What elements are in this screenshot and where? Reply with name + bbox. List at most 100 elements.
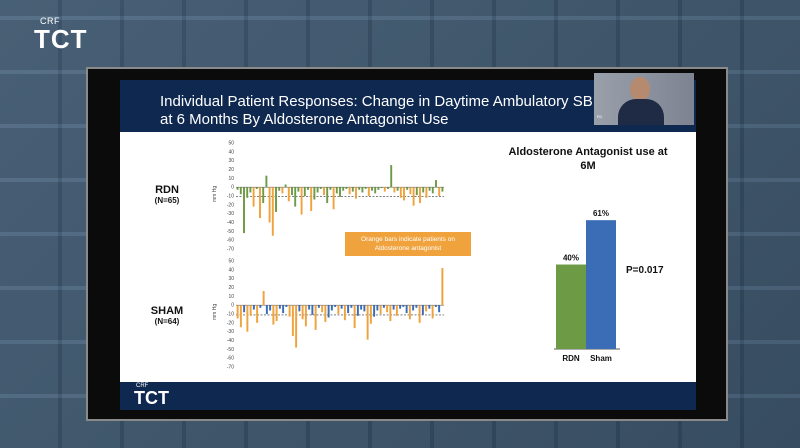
rdn-bar: [297, 187, 300, 192]
aldosterone-bar-rdn: [556, 264, 586, 349]
sham-bar: [366, 305, 369, 340]
rdn-bar: [339, 187, 341, 197]
rdn-tick-label: 10: [228, 176, 234, 182]
sham-bar: [246, 305, 249, 332]
sham-label: SHAM: [150, 305, 184, 317]
sham-bar: [275, 305, 278, 322]
rdn-tick-label: 0: [231, 185, 234, 191]
rdn-bar: [255, 187, 258, 189]
rdn-bar: [294, 187, 297, 207]
sham-bar: [265, 305, 268, 314]
sham-bar: [239, 305, 242, 328]
rdn-bar: [361, 187, 364, 193]
rdn-bar: [415, 187, 418, 196]
sham-group-label: SHAM (N=64): [140, 305, 194, 326]
rdn-tick-label: -30: [227, 211, 234, 217]
rdn-tick-label: -60: [227, 238, 234, 244]
sham-bar: [295, 305, 298, 348]
sham-bar: [408, 305, 411, 320]
sham-tick-label: -40: [227, 338, 234, 344]
rdn-bar: [367, 187, 370, 196]
rdn-unit-label: mm Hg: [212, 185, 218, 202]
rdn-bar: [348, 187, 351, 195]
rdn-bar: [431, 187, 434, 194]
sham-tick-label: -60: [227, 356, 234, 362]
sham-bar: [269, 305, 272, 311]
crf-label: CRF: [40, 16, 60, 26]
rdn-bar: [371, 187, 373, 191]
sham-bar: [301, 305, 304, 320]
rdn-tick-label: 20: [228, 167, 234, 173]
rdn-bar: [441, 187, 444, 192]
aldosterone-category-label: Sham: [590, 354, 612, 363]
rdn-bar: [428, 187, 431, 191]
sham-bar: [321, 305, 324, 313]
rdn-bar: [259, 187, 261, 219]
rdn-bar: [422, 187, 425, 193]
sham-n: (N=64): [154, 317, 180, 326]
sham-bar: [434, 305, 437, 307]
sham-bar: [291, 305, 294, 337]
sham-bar: [405, 305, 408, 314]
rdn-bar: [236, 187, 239, 190]
sham-bar: [243, 305, 246, 313]
sham-tick-label: -50: [227, 347, 234, 353]
sham-bar: [236, 305, 239, 319]
sham-bar: [285, 305, 288, 307]
sham-bar: [317, 305, 320, 308]
rdn-bar: [326, 187, 329, 204]
rdn-bar: [390, 165, 393, 188]
slide-footer: CRF TCT: [120, 382, 696, 410]
sham-bar: [308, 305, 311, 310]
rdn-bar: [287, 187, 290, 202]
sham-bar: [363, 305, 366, 312]
sham-bar: [350, 305, 353, 308]
aldosterone-bar-chart: 40% RDN 61% Sham: [554, 209, 620, 363]
sham-bar: [343, 305, 346, 321]
rdn-tick-label: -40: [227, 220, 234, 226]
rdn-bar: [262, 187, 265, 204]
rdn-bar: [303, 187, 306, 196]
sham-bar: [311, 305, 314, 315]
rdn-bar: [284, 184, 287, 188]
sham-tick-label: 10: [228, 294, 234, 300]
rdn-bar: [377, 187, 380, 190]
sham-bar: [379, 305, 382, 314]
sham-bar: [282, 305, 285, 314]
footer-tct: TCT: [134, 388, 169, 408]
rdn-bar: [380, 187, 383, 189]
speaker-body: [618, 99, 664, 125]
rdn-group-label: RDN (N=65): [140, 184, 194, 205]
note-line-1: Orange bars indicate patients on: [361, 236, 455, 243]
rdn-bar: [252, 187, 255, 207]
rdn-tick-label: 50: [228, 141, 234, 147]
rdn-bar: [396, 187, 399, 191]
rdn-bar: [300, 187, 303, 215]
rdn-tick-label: -50: [227, 229, 234, 235]
sham-waterfall-chart: 50 40 30 20 10 0 -10 -20 -30 -40 -50 -60 -70: [227, 259, 444, 370]
rdn-tick-label: -20: [227, 202, 234, 208]
sham-bar: [438, 305, 441, 313]
rdn-tick-label: -70: [227, 247, 234, 253]
sham-tick-label: 20: [228, 285, 234, 291]
rdn-bar: [329, 187, 332, 190]
rdn-bar: [307, 187, 309, 190]
rdn-bar: [239, 187, 242, 195]
sham-bar: [431, 305, 434, 319]
sham-bar: [259, 305, 262, 308]
sham-bar: [369, 305, 372, 324]
rdn-bar: [332, 187, 335, 210]
rdn-bar: [291, 187, 293, 196]
rdn-bar: [342, 187, 345, 191]
rdn-bar: [425, 187, 428, 198]
sham-bar: [262, 291, 265, 306]
webcam-caption: R1: [597, 114, 603, 119]
rdn-bar: [355, 187, 357, 199]
aldosterone-bar-sham: [586, 220, 616, 349]
rdn-bar: [351, 187, 354, 192]
sham-bar: [340, 305, 343, 309]
sham-bar: [441, 268, 444, 306]
rdn-bar: [435, 180, 437, 188]
aldosterone-value-label: 40%: [563, 254, 579, 263]
sham-bar: [353, 305, 356, 329]
